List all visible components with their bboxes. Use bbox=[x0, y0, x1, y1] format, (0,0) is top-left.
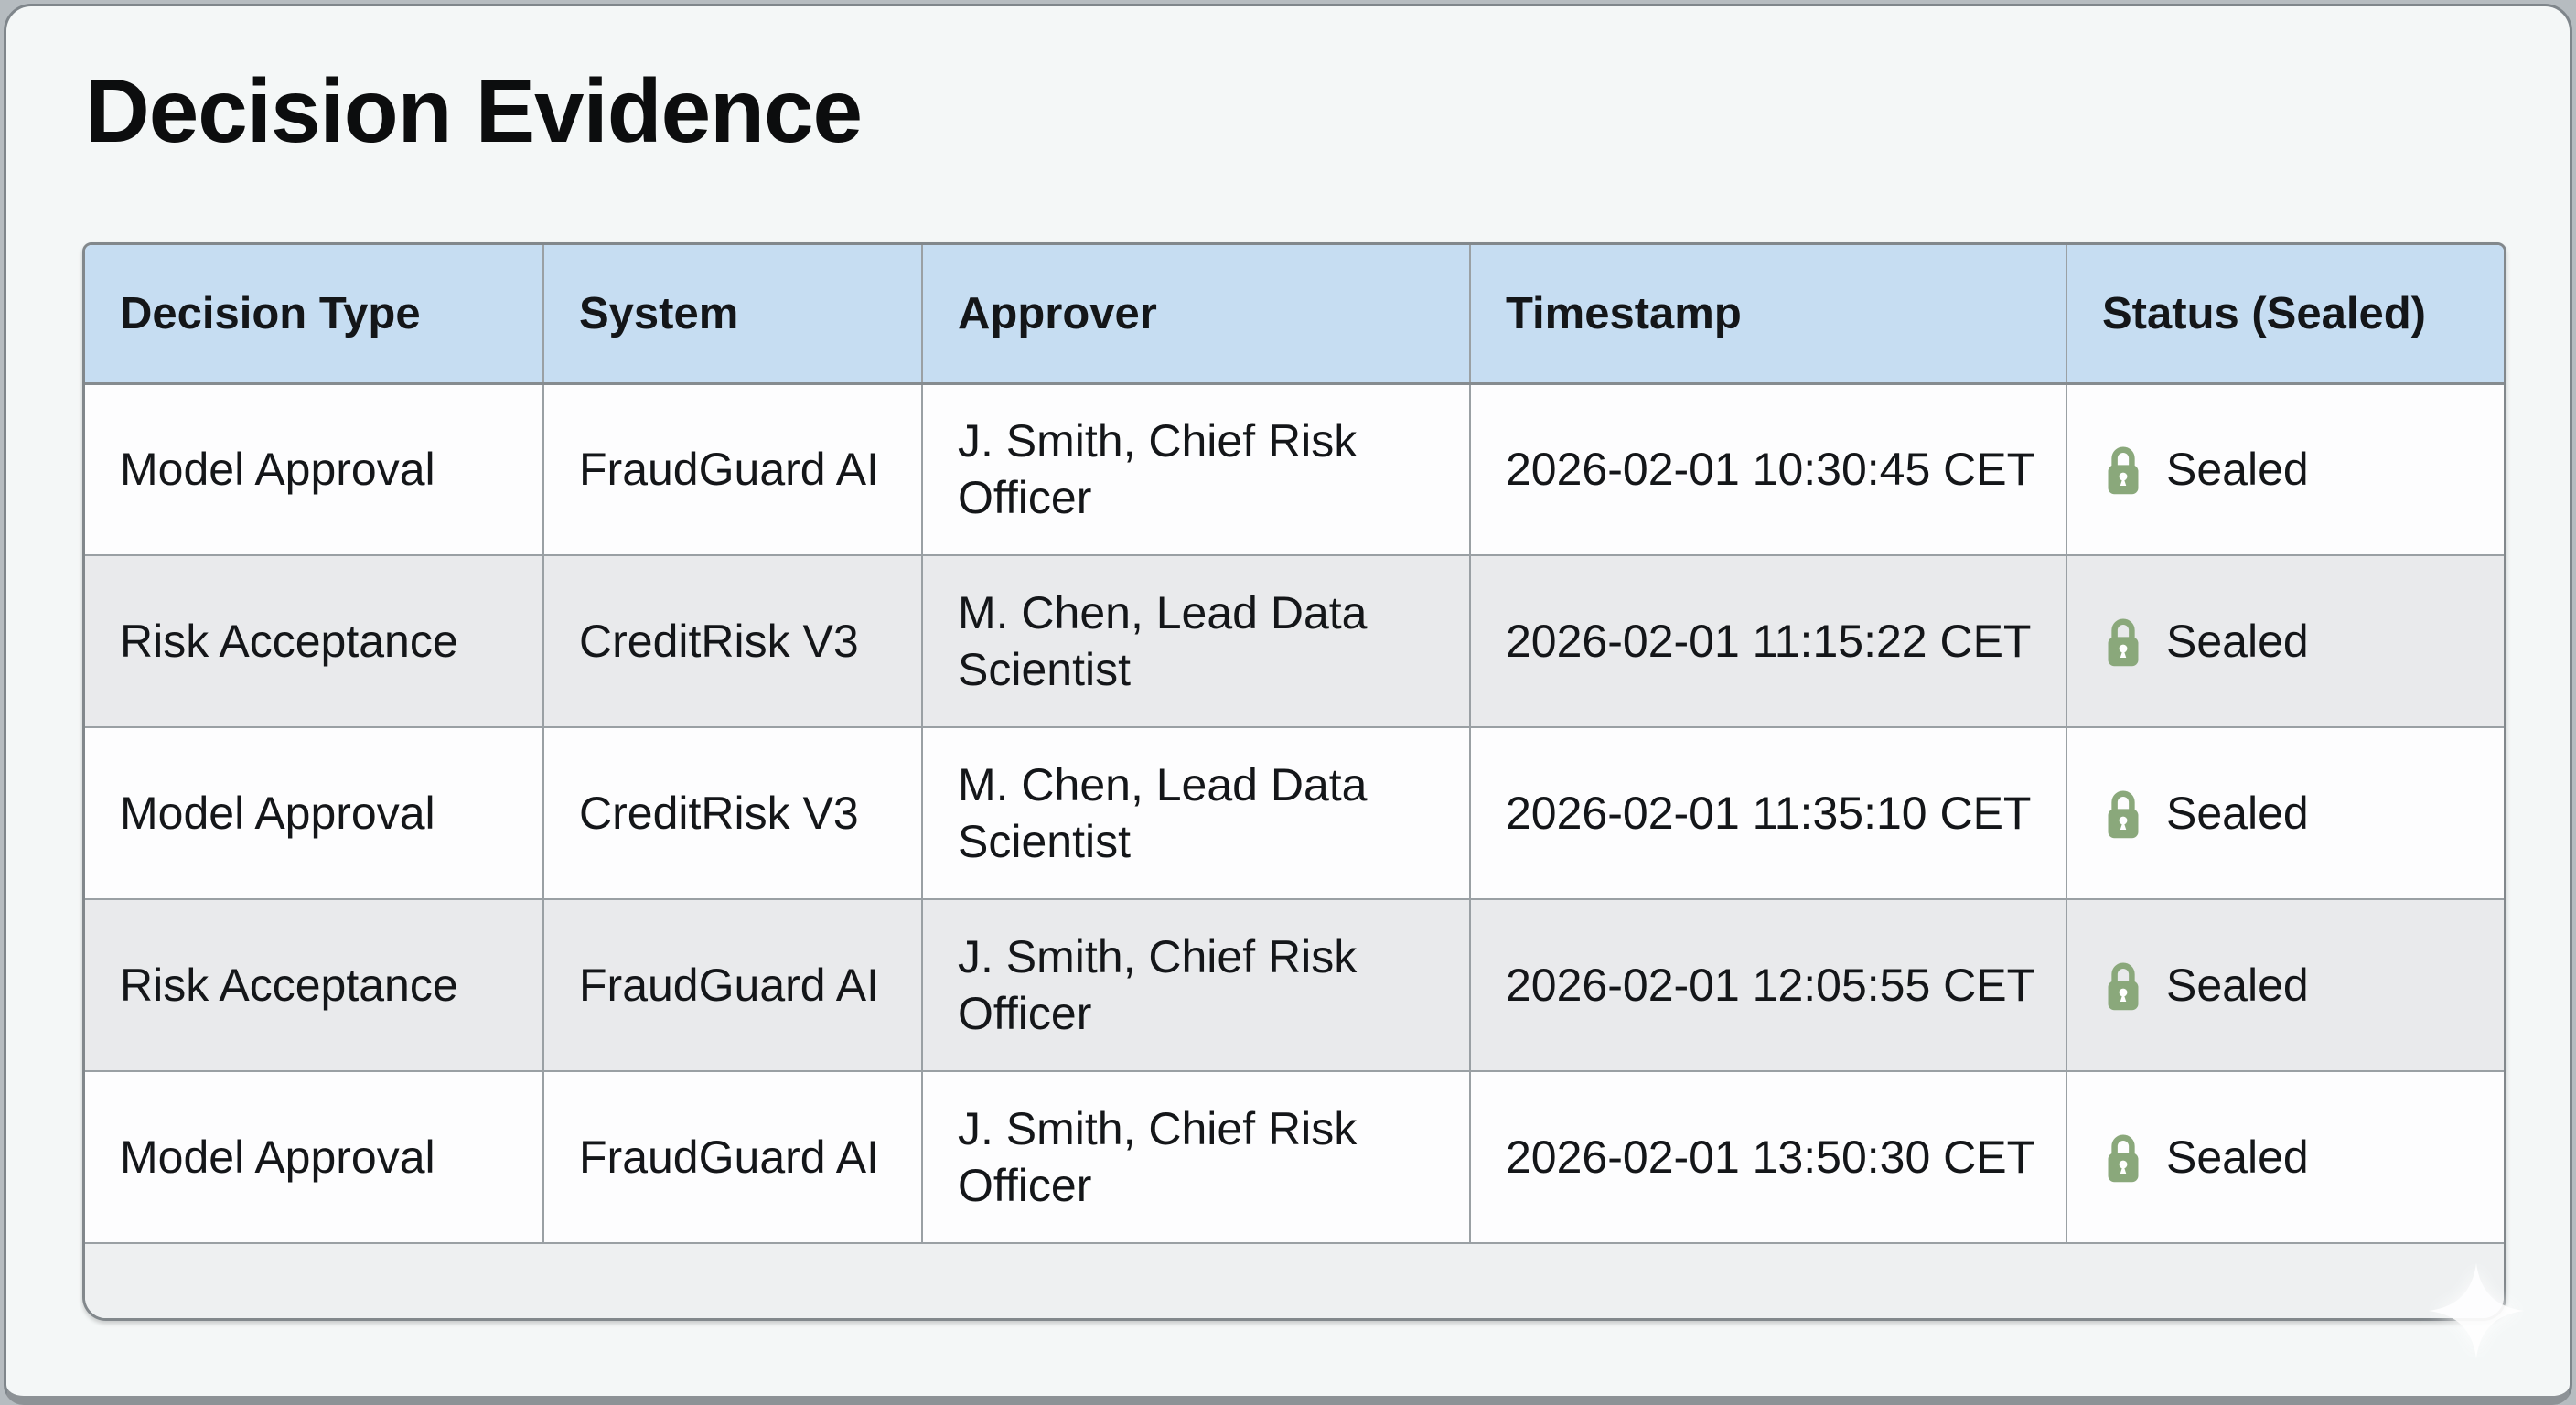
lock-icon bbox=[2108, 618, 2139, 667]
table-row: Risk Acceptance FraudGuard AI J. Smith, … bbox=[85, 899, 2504, 1072]
column-header-approver: Approver bbox=[922, 245, 1471, 385]
table-row: Risk Acceptance CreditRisk V3 M. Chen, L… bbox=[85, 555, 2504, 728]
column-header-system: System bbox=[543, 245, 923, 385]
cell-timestamp: 2026-02-01 11:15:22 CET bbox=[1470, 555, 2067, 728]
cell-status: Sealed bbox=[2066, 727, 2504, 900]
cell-approver: J. Smith, Chief Risk Officer bbox=[922, 383, 1471, 556]
cell-approver: M. Chen, Lead Data Scientist bbox=[922, 555, 1471, 728]
cell-status: Sealed bbox=[2066, 555, 2504, 728]
cell-decision-type: Risk Acceptance bbox=[85, 555, 544, 728]
evidence-table: Decision Type System Approver Timestamp … bbox=[85, 245, 2504, 1318]
status-label: Sealed bbox=[2166, 616, 2309, 667]
cell-system: FraudGuard AI bbox=[543, 383, 923, 556]
status-label: Sealed bbox=[2166, 788, 2309, 839]
evidence-table-container: Decision Type System Approver Timestamp … bbox=[82, 242, 2506, 1321]
cell-system: CreditRisk V3 bbox=[543, 727, 923, 900]
cell-approver: J. Smith, Chief Risk Officer bbox=[922, 1071, 1471, 1244]
column-header-timestamp: Timestamp bbox=[1470, 245, 2067, 385]
cell-decision-type: Model Approval bbox=[85, 727, 544, 900]
table-footer-row bbox=[85, 1242, 2504, 1318]
cell-timestamp: 2026-02-01 12:05:55 CET bbox=[1470, 899, 2067, 1072]
cell-timestamp: 2026-02-01 13:50:30 CET bbox=[1470, 1071, 2067, 1244]
footer-empty-cell bbox=[85, 1242, 2504, 1318]
evidence-table-body: Model Approval FraudGuard AI J. Smith, C… bbox=[85, 383, 2504, 1244]
cell-status: Sealed bbox=[2066, 899, 2504, 1072]
cell-approver: M. Chen, Lead Data Scientist bbox=[922, 727, 1471, 900]
status-badge: Sealed bbox=[2102, 957, 2487, 1014]
cell-decision-type: Risk Acceptance bbox=[85, 899, 544, 1072]
table-row: Model Approval FraudGuard AI J. Smith, C… bbox=[85, 1071, 2504, 1244]
page-title: Decision Evidence bbox=[85, 60, 863, 161]
cell-status: Sealed bbox=[2066, 1071, 2504, 1244]
status-badge: Sealed bbox=[2102, 1129, 2487, 1185]
lock-icon bbox=[2108, 790, 2139, 839]
status-label: Sealed bbox=[2166, 960, 2309, 1011]
lock-icon bbox=[2108, 1134, 2139, 1183]
status-label: Sealed bbox=[2166, 444, 2309, 496]
column-header-status: Status (Sealed) bbox=[2066, 245, 2504, 385]
cell-system: CreditRisk V3 bbox=[543, 555, 923, 728]
decision-evidence-card: Decision Evidence Decision Type System A… bbox=[4, 4, 2572, 1405]
table-row: Model Approval CreditRisk V3 M. Chen, Le… bbox=[85, 727, 2504, 900]
status-badge: Sealed bbox=[2102, 785, 2487, 842]
cell-status: Sealed bbox=[2066, 383, 2504, 556]
lock-icon bbox=[2108, 962, 2139, 1011]
status-label: Sealed bbox=[2166, 1132, 2309, 1183]
cell-timestamp: 2026-02-01 10:30:45 CET bbox=[1470, 383, 2067, 556]
lock-icon bbox=[2108, 446, 2139, 495]
cell-system: FraudGuard AI bbox=[543, 1071, 923, 1244]
cell-approver: J. Smith, Chief Risk Officer bbox=[922, 899, 1471, 1072]
status-badge: Sealed bbox=[2102, 613, 2487, 670]
sparkle-icon bbox=[2429, 1263, 2524, 1358]
table-header-row: Decision Type System Approver Timestamp … bbox=[85, 245, 2504, 385]
cell-timestamp: 2026-02-01 11:35:10 CET bbox=[1470, 727, 2067, 900]
status-badge: Sealed bbox=[2102, 441, 2487, 498]
cell-decision-type: Model Approval bbox=[85, 383, 544, 556]
cell-system: FraudGuard AI bbox=[543, 899, 923, 1072]
table-row: Model Approval FraudGuard AI J. Smith, C… bbox=[85, 383, 2504, 556]
column-header-decision-type: Decision Type bbox=[85, 245, 544, 385]
cell-decision-type: Model Approval bbox=[85, 1071, 544, 1244]
